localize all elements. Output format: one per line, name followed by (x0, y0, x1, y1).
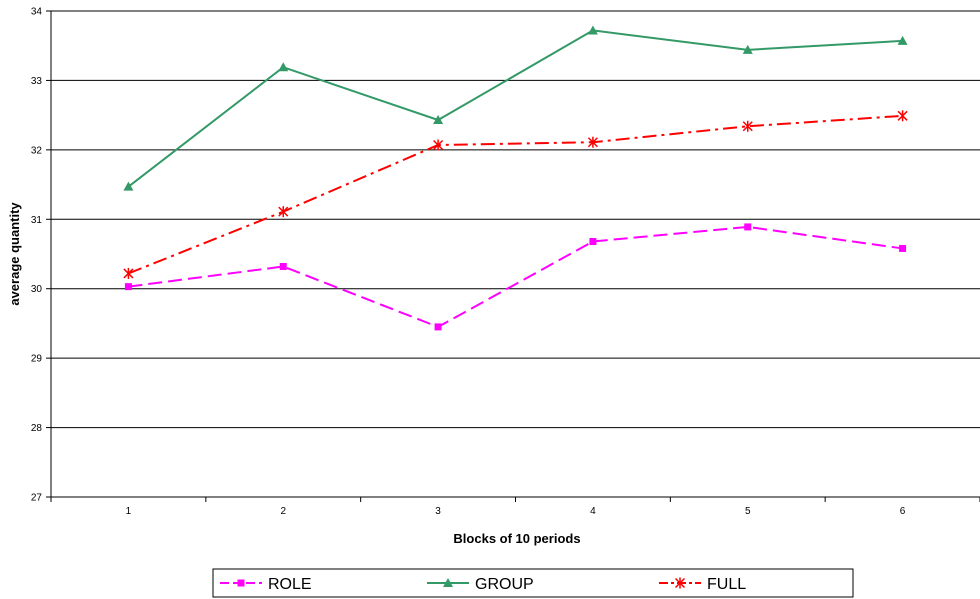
legend-item-group: GROUP (427, 576, 534, 593)
legend-marker-role (237, 579, 245, 587)
x-tick-label: 2 (280, 506, 286, 517)
series-line-full (128, 114, 903, 275)
legend-marker-group (443, 578, 453, 587)
data-point-role (899, 244, 907, 252)
series-layer (123, 25, 908, 331)
legend-box (212, 568, 854, 598)
data-point-role (589, 238, 597, 246)
data-point-group (587, 25, 598, 35)
legend: ROLE GROUP FULL (212, 568, 854, 598)
series-full (123, 110, 908, 279)
y-tick-label: 30 (31, 284, 43, 295)
data-point-full (123, 267, 134, 279)
x-tick-label: 3 (435, 506, 441, 517)
gridlines (51, 10, 980, 429)
series-group (123, 25, 908, 191)
legend-marker-full (674, 577, 686, 589)
data-point-role (434, 323, 442, 331)
y-axis-title: average quantity (7, 202, 22, 306)
series-role (124, 223, 907, 331)
legend-label-role: ROLE (268, 576, 312, 593)
series-line-role (128, 225, 903, 329)
y-tick-label: 31 (31, 215, 43, 226)
x-tick-label: 5 (745, 506, 751, 517)
x-tick-label: 6 (900, 506, 906, 517)
y-tick-label: 32 (31, 145, 43, 156)
data-point-group (897, 35, 908, 45)
x-axis-title: Blocks of 10 periods (453, 531, 580, 546)
legend-item-full: FULL (659, 576, 746, 593)
data-point-group (278, 62, 289, 72)
data-point-group (742, 44, 753, 54)
data-point-full (587, 136, 598, 148)
x-axis-ticks: 1 2 3 4 5 6 (50, 497, 980, 517)
y-tick-label: 29 (31, 354, 43, 365)
data-point-role (744, 223, 752, 231)
y-tick-label: 34 (31, 7, 43, 18)
legend-label-full: FULL (707, 576, 746, 593)
y-tick-label: 33 (31, 76, 43, 87)
y-axis-ticks: 27 28 29 30 31 32 33 34 (31, 7, 51, 504)
legend-item-role: ROLE (220, 576, 312, 593)
data-point-role (124, 283, 132, 291)
data-point-role (279, 262, 287, 270)
legend-label-group: GROUP (475, 576, 534, 593)
x-tick-label: 1 (126, 506, 132, 517)
data-point-group (433, 115, 444, 125)
x-tick-label: 4 (590, 506, 596, 517)
series-line-group (127, 29, 903, 188)
data-point-full (433, 139, 444, 151)
data-point-full (278, 206, 289, 218)
y-tick-label: 28 (31, 423, 43, 434)
data-point-group (123, 181, 134, 191)
data-point-full (897, 110, 908, 122)
data-point-full (742, 120, 753, 132)
y-tick-label: 27 (31, 493, 43, 504)
